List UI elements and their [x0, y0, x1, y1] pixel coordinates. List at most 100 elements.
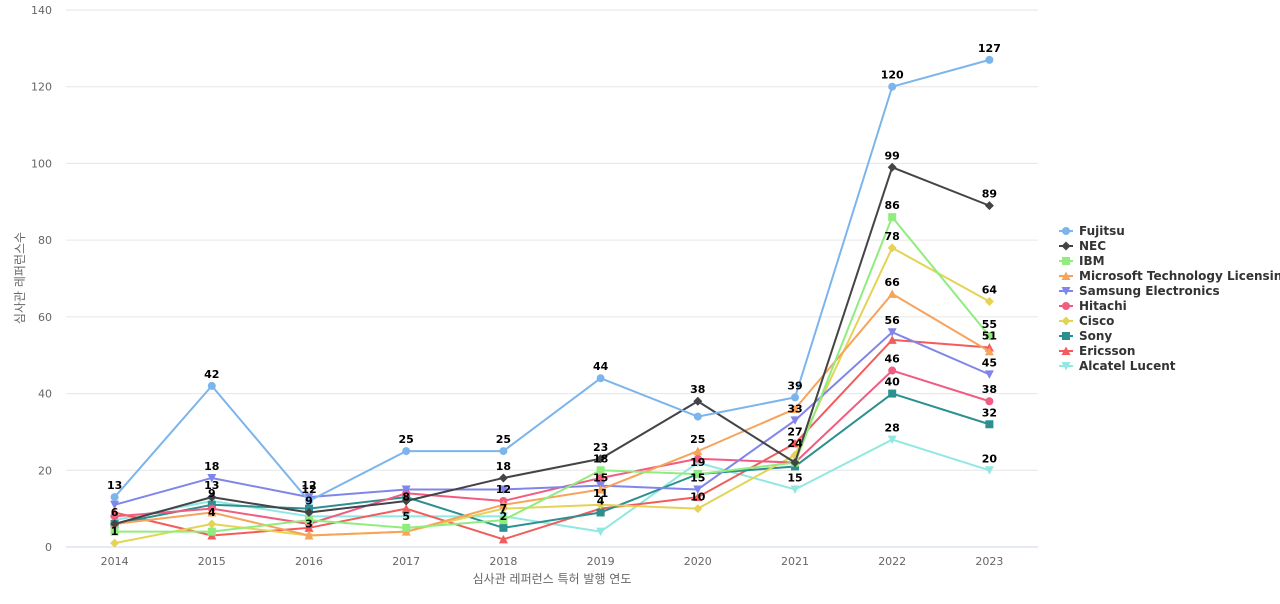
data-point[interactable] [596, 500, 606, 510]
legend-item[interactable]: IBM [1059, 254, 1105, 268]
data-point[interactable] [888, 82, 897, 91]
data-label: 20 [982, 452, 998, 465]
data-point[interactable] [790, 404, 800, 413]
data-point[interactable] [693, 446, 703, 456]
data-point[interactable] [887, 243, 897, 253]
data-point[interactable] [984, 466, 994, 475]
legend-item[interactable]: Samsung Electronics [1059, 284, 1220, 298]
y-tick-label: 40 [38, 388, 52, 401]
data-point[interactable] [498, 473, 508, 483]
series-line[interactable] [114, 166, 990, 525]
data-point[interactable] [207, 519, 217, 529]
data-point[interactable] [499, 523, 508, 532]
data-point[interactable] [110, 500, 120, 510]
series-line[interactable] [113, 58, 990, 502]
legend-label: Ericsson [1079, 344, 1135, 358]
data-point[interactable] [790, 485, 800, 494]
data-point[interactable] [596, 473, 605, 482]
legend-item[interactable]: Alcatel Lucent [1059, 359, 1176, 373]
data-point[interactable] [887, 335, 897, 344]
data-point[interactable] [985, 55, 994, 64]
data-point[interactable] [110, 527, 119, 536]
data-point[interactable] [791, 393, 799, 402]
data-point[interactable] [693, 492, 703, 502]
data-point[interactable] [498, 500, 508, 509]
data-point[interactable] [888, 213, 897, 222]
data-point[interactable] [401, 496, 411, 506]
legend-item[interactable]: Hitachi [1059, 299, 1127, 313]
series-line[interactable] [114, 216, 991, 533]
legend-item[interactable]: Fujitsu [1059, 224, 1125, 238]
data-point[interactable] [693, 396, 703, 406]
data-point[interactable] [887, 162, 897, 172]
data-point[interactable] [207, 473, 217, 483]
legend-item[interactable]: Microsoft Technology Licensing [1059, 269, 1280, 283]
series-line[interactable] [114, 369, 990, 525]
data-point[interactable] [887, 328, 897, 337]
data-point[interactable] [984, 201, 994, 211]
data-point[interactable] [402, 523, 411, 532]
series-line[interactable] [114, 246, 990, 545]
data-point[interactable] [693, 485, 703, 494]
legend-item[interactable]: NEC [1059, 239, 1106, 253]
data-point[interactable] [305, 516, 313, 525]
data-point[interactable] [888, 366, 897, 375]
data-point[interactable] [790, 458, 800, 468]
data-label: 15 [787, 471, 802, 484]
data-point[interactable] [985, 397, 994, 406]
data-point[interactable] [984, 297, 994, 307]
data-label: 4 [208, 506, 216, 519]
data-point[interactable] [498, 534, 508, 544]
data-point[interactable] [207, 507, 217, 517]
data-point[interactable] [596, 508, 605, 517]
data-point[interactable] [305, 496, 313, 505]
data-point[interactable] [984, 346, 994, 356]
data-point[interactable] [693, 504, 703, 514]
data-point[interactable] [596, 527, 606, 537]
data-point[interactable] [110, 519, 120, 529]
data-point[interactable] [985, 420, 994, 429]
legend-item[interactable]: Cisco [1059, 314, 1114, 328]
data-point[interactable] [207, 381, 216, 390]
data-point[interactable] [888, 389, 897, 398]
data-point[interactable] [693, 412, 702, 421]
data-label: 12 [496, 483, 511, 496]
series-line[interactable] [114, 292, 990, 537]
data-label: 15 [593, 471, 608, 484]
data-point[interactable] [207, 527, 216, 536]
data-point[interactable] [790, 416, 800, 425]
data-point[interactable] [499, 516, 508, 525]
legend-item[interactable]: Ericsson [1059, 344, 1135, 358]
data-label: 10 [690, 491, 706, 504]
data-point[interactable] [790, 438, 800, 448]
data-point[interactable] [596, 374, 605, 383]
data-point[interactable] [110, 512, 119, 521]
data-point[interactable] [304, 507, 314, 517]
data-point[interactable] [401, 485, 411, 494]
x-tick-label: 2015 [198, 555, 226, 568]
series-line[interactable] [114, 338, 990, 541]
data-point[interactable] [887, 289, 897, 298]
data-point[interactable] [693, 470, 702, 479]
data-point[interactable] [207, 492, 217, 502]
series-line[interactable] [114, 392, 990, 529]
data-point[interactable] [693, 454, 702, 463]
data-point[interactable] [401, 504, 411, 513]
series-samsung-electronics [110, 328, 994, 510]
data-point[interactable] [887, 435, 897, 445]
data-point[interactable] [985, 332, 994, 341]
data-point[interactable] [110, 493, 119, 502]
data-point[interactable] [401, 512, 411, 521]
data-point[interactable] [110, 538, 120, 548]
data-point[interactable] [596, 466, 605, 475]
legend-item[interactable]: Sony [1059, 329, 1112, 343]
series-line[interactable] [114, 331, 990, 506]
data-point[interactable] [304, 530, 314, 540]
data-point[interactable] [498, 485, 508, 494]
data-point[interactable] [499, 447, 508, 456]
data-point[interactable] [984, 370, 994, 379]
data-point[interactable] [596, 454, 606, 464]
data-point[interactable] [402, 447, 411, 456]
data-label: 28 [885, 422, 900, 435]
data-point[interactable] [596, 484, 606, 494]
